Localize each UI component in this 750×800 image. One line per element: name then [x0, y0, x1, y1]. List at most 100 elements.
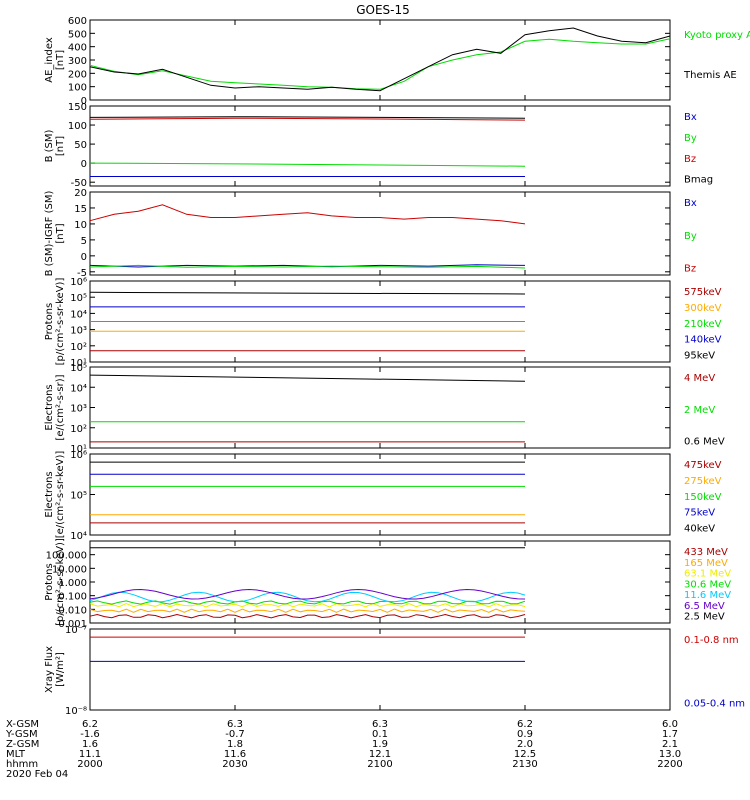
y-tick-label: 10.000	[52, 564, 87, 575]
x-row-value: 12.1	[369, 749, 391, 760]
panel-frame	[89, 105, 671, 187]
y-tick-label: 5	[81, 236, 87, 247]
y-axis-label: B (SM)-IGRF (SM)	[44, 191, 55, 277]
x-row-label: X-GSM	[6, 719, 39, 730]
x-row-value: 0.9	[517, 729, 533, 740]
x-row-value: 1.8	[227, 739, 243, 750]
series-ae-0	[89, 38, 671, 90]
series-protons1-4	[89, 291, 526, 295]
y-tick-label: 15	[74, 204, 87, 215]
y-tick-label: -5	[77, 268, 87, 279]
panel-frame	[89, 628, 671, 711]
legend-electrons1-2: 0.6 MeV	[684, 437, 725, 448]
y-axis-unit: [nT]	[55, 50, 66, 70]
y-tick-label: 500	[68, 29, 87, 40]
y-tick-label: 10⁴	[70, 531, 87, 542]
x-row-label: Z-GSM	[6, 739, 39, 750]
series-ae-1	[89, 27, 671, 92]
y-axis-unit: [p/(cm²-s-sr-keV)]	[55, 278, 66, 366]
y-axis-unit: [e/(cm²-s-sr-keV)]	[55, 451, 66, 539]
panel-frame	[89, 191, 671, 276]
legend-bsm-0: Bx	[684, 112, 697, 123]
x-row-label: MLT	[6, 749, 26, 760]
legend-protons1-3: 140keV	[684, 335, 722, 346]
x-row-value: -1.6	[80, 729, 100, 740]
panel-protons1: 10¹ 10² 10³ 10⁴ 10⁵ 10⁶ Protons [p/(cm²-s-sr-ke…	[44, 277, 722, 369]
y-tick-label: 10³	[70, 404, 87, 415]
y-tick-label: 300	[68, 56, 87, 67]
x-row-value: 1.6	[82, 739, 98, 750]
legend-protons1-1: 300keV	[684, 303, 722, 314]
y-tick-label: 50	[74, 140, 87, 151]
y-tick-label: 0	[81, 252, 87, 263]
series-protons2-4	[89, 591, 526, 603]
legend-protons1-4: 95keV	[684, 351, 715, 362]
series-electrons1-2	[89, 374, 526, 382]
legend-protons1-2: 210keV	[684, 319, 722, 330]
date-label: 2020 Feb 04	[6, 769, 68, 780]
y-tick-label: 0	[81, 96, 87, 107]
legend-protons2-4: 11.6 MeV	[684, 590, 731, 601]
y-tick-label: 10⁻⁸	[65, 706, 87, 717]
panel-frame	[89, 540, 671, 624]
legend-protons2-2: 63.1 MeV	[684, 569, 731, 580]
y-tick-label: 100	[68, 121, 87, 132]
legend-bigrf-0: Bx	[684, 198, 697, 209]
series-bsm-3	[89, 116, 526, 119]
x-row-value: 2030	[222, 759, 247, 770]
y-tick-label: 10²	[70, 342, 87, 353]
legend-bsm-2: Bz	[684, 154, 696, 165]
y-axis-unit: [nT]	[55, 136, 66, 156]
legend-xray-0: 0.1-0.8 nm	[684, 635, 739, 646]
series-protons2-1	[89, 608, 526, 613]
panel-xray: 10⁻⁸ 10⁻⁷ Xray Flux [W/m²] 0.1-0.8 nm 0.05-0.…	[44, 625, 745, 717]
x-row-label: Y-GSM	[5, 729, 38, 740]
y-axis-label: Electrons	[44, 471, 55, 517]
legend-electrons2-0: 475keV	[684, 460, 722, 471]
x-row-label: hhmm	[6, 759, 38, 770]
x-row-value: 12.5	[514, 749, 536, 760]
x-row-value: 11.1	[79, 749, 101, 760]
legend-electrons2-2: 150keV	[684, 492, 722, 503]
series-bsm-1	[89, 162, 526, 167]
x-row-value: 11.6	[224, 749, 246, 760]
x-row-value: 2.0	[517, 739, 533, 750]
y-tick-label: 10²	[70, 424, 87, 435]
x-row-value: 1.9	[372, 739, 388, 750]
y-axis-label: Xray Flux	[44, 646, 55, 693]
y-axis-label: B (SM)	[44, 129, 55, 162]
y-tick-label: 0.001	[58, 619, 87, 630]
y-tick-label: 10³	[70, 326, 87, 337]
x-row-value: 0.1	[372, 729, 388, 740]
panel-bigrf: -5 0 5 10 15 20 B (SM)-IGRF (SM) [nT] Bx By Bz	[44, 188, 697, 279]
y-tick-label: 10⁶	[70, 277, 87, 288]
x-row-value: 6.3	[372, 719, 388, 730]
y-tick-label: 10⁴	[70, 309, 87, 320]
series-bigrf-2	[89, 204, 526, 225]
y-tick-label: 0.010	[58, 605, 87, 616]
y-axis-label: Protons	[44, 563, 55, 600]
y-tick-label: 200	[68, 69, 87, 80]
legend-protons2-0: 433 MeV	[684, 547, 728, 558]
y-tick-label: 20	[74, 188, 87, 199]
legend-bigrf-2: Bz	[684, 264, 696, 275]
y-tick-label: 10⁵	[70, 293, 87, 304]
y-axis-label: Protons	[44, 303, 55, 340]
x-row-value: 6.3	[227, 719, 243, 730]
y-axis-label: AE_index	[44, 37, 55, 83]
series-protons2-3	[89, 600, 526, 605]
x-row-value: 6.2	[517, 719, 533, 730]
legend-ae-0: Kyoto proxy AE	[684, 30, 750, 41]
x-row-value: 2130	[512, 759, 537, 770]
y-tick-label: 150	[68, 102, 87, 113]
x-row-value: 13.0	[659, 749, 681, 760]
series-protons2-2	[89, 603, 526, 608]
y-axis-unit: [e/(cm²-s-sr)]	[55, 374, 66, 440]
y-axis-unit: [nT]	[55, 223, 66, 243]
legend-protons2-3: 30.6 MeV	[684, 579, 731, 590]
y-tick-label: 0.100	[58, 592, 87, 603]
legend-electrons2-1: 275keV	[684, 476, 722, 487]
y-tick-label: 10¹	[70, 358, 87, 369]
legend-protons2-6: 2.5 MeV	[684, 612, 725, 623]
